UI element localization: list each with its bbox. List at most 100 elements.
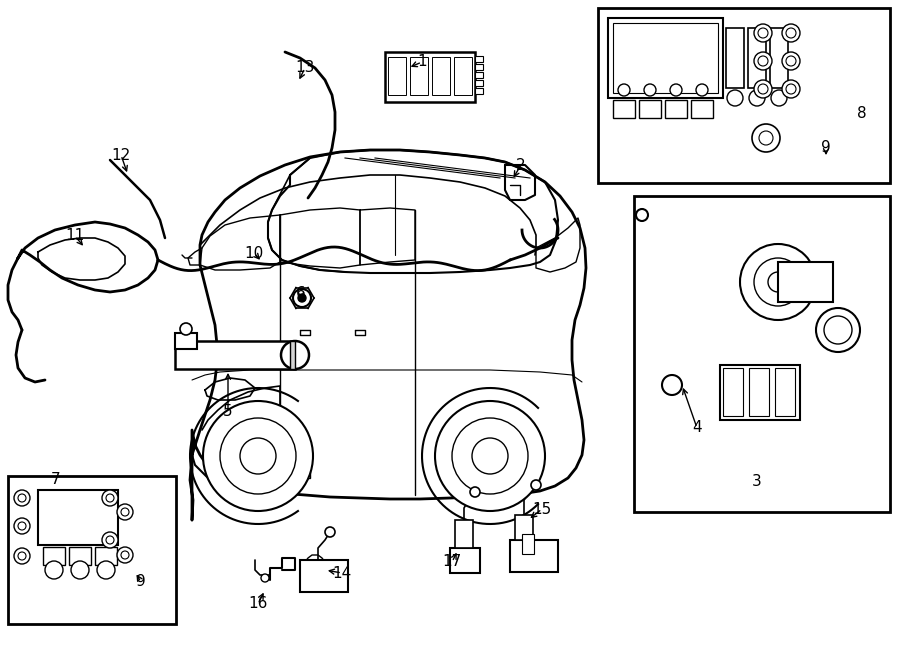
Circle shape <box>768 272 788 292</box>
Circle shape <box>644 84 656 96</box>
Bar <box>778 262 833 302</box>
Bar <box>775 368 795 416</box>
Circle shape <box>220 418 296 494</box>
Bar <box>69 547 91 565</box>
Text: 7: 7 <box>51 473 61 488</box>
Text: 13: 13 <box>295 61 315 75</box>
Text: 9: 9 <box>821 141 831 155</box>
Circle shape <box>102 532 118 548</box>
Bar <box>300 560 348 592</box>
Circle shape <box>106 536 114 544</box>
Circle shape <box>71 561 89 579</box>
Circle shape <box>102 490 118 506</box>
Bar <box>454 57 472 95</box>
Bar <box>748 28 766 88</box>
Text: 9: 9 <box>136 574 146 590</box>
Bar <box>475 80 483 86</box>
Circle shape <box>203 401 313 511</box>
Text: 16: 16 <box>248 596 267 611</box>
Circle shape <box>759 131 773 145</box>
Circle shape <box>727 90 743 106</box>
Circle shape <box>618 84 630 96</box>
Circle shape <box>754 24 772 42</box>
Text: 10: 10 <box>245 245 264 260</box>
Bar <box>260 460 310 478</box>
Text: 3: 3 <box>752 475 762 490</box>
Text: 5: 5 <box>223 405 233 420</box>
Bar <box>475 56 483 62</box>
Bar <box>613 100 635 118</box>
Circle shape <box>636 209 648 221</box>
Circle shape <box>531 480 541 490</box>
Circle shape <box>754 258 802 306</box>
Text: 17: 17 <box>443 555 462 570</box>
Bar <box>385 52 475 102</box>
Circle shape <box>240 438 276 474</box>
Circle shape <box>696 84 708 96</box>
Circle shape <box>18 552 26 560</box>
Bar <box>388 57 406 95</box>
Text: 6: 6 <box>296 286 306 301</box>
Circle shape <box>325 527 335 537</box>
Bar <box>175 341 295 369</box>
Circle shape <box>472 438 508 474</box>
Circle shape <box>121 551 129 559</box>
Circle shape <box>758 56 768 66</box>
Circle shape <box>14 490 30 506</box>
Circle shape <box>45 561 63 579</box>
Circle shape <box>470 487 480 497</box>
Bar <box>510 540 558 572</box>
Bar <box>290 341 295 369</box>
Text: 14: 14 <box>332 566 352 580</box>
Text: 1: 1 <box>418 54 427 69</box>
Circle shape <box>670 84 682 96</box>
Bar <box>175 333 197 349</box>
Bar <box>720 365 800 420</box>
Text: 8: 8 <box>857 106 867 122</box>
Circle shape <box>293 289 311 307</box>
Circle shape <box>298 294 306 302</box>
Bar <box>691 100 713 118</box>
Bar <box>639 100 661 118</box>
Bar <box>38 490 118 545</box>
Circle shape <box>180 323 192 335</box>
Circle shape <box>786 56 796 66</box>
Circle shape <box>14 548 30 564</box>
Circle shape <box>14 518 30 534</box>
Bar <box>475 72 483 78</box>
Circle shape <box>782 52 800 70</box>
Circle shape <box>824 316 852 344</box>
Bar <box>475 64 483 70</box>
Bar <box>522 534 534 554</box>
Bar <box>475 88 483 94</box>
Circle shape <box>117 547 133 563</box>
Bar <box>8 476 176 624</box>
Circle shape <box>752 124 780 152</box>
Text: 2: 2 <box>517 157 526 173</box>
Circle shape <box>754 52 772 70</box>
Circle shape <box>121 508 129 516</box>
Bar <box>95 547 117 565</box>
Bar <box>450 548 480 573</box>
Text: 12: 12 <box>112 147 130 163</box>
Text: 11: 11 <box>66 229 85 243</box>
Bar <box>749 368 769 416</box>
Circle shape <box>771 90 787 106</box>
Circle shape <box>18 494 26 502</box>
Circle shape <box>749 90 765 106</box>
Bar <box>723 368 743 416</box>
Circle shape <box>281 341 309 369</box>
Bar <box>515 515 533 540</box>
Text: 4: 4 <box>692 420 702 436</box>
Bar <box>598 8 890 183</box>
Circle shape <box>740 244 816 320</box>
Circle shape <box>782 80 800 98</box>
Circle shape <box>662 375 682 395</box>
Text: 15: 15 <box>533 502 552 516</box>
Circle shape <box>758 84 768 94</box>
Bar <box>432 57 450 95</box>
Circle shape <box>758 28 768 38</box>
Bar <box>665 100 687 118</box>
Circle shape <box>106 494 114 502</box>
Bar <box>770 28 788 88</box>
